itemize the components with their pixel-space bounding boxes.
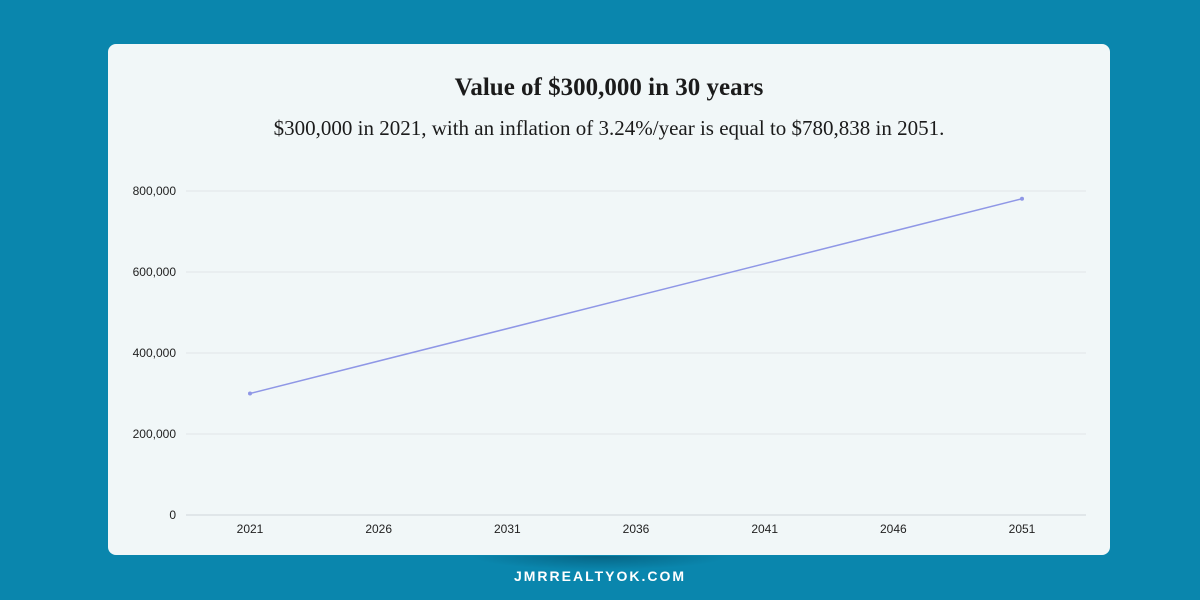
chart-title: Value of $300,000 in 30 years — [454, 74, 764, 101]
x-tick-label: 2036 — [623, 522, 650, 536]
y-tick-label: 0 — [169, 508, 176, 522]
x-tick-label: 2041 — [751, 522, 778, 536]
y-tick-label: 600,000 — [133, 265, 177, 279]
y-tick-label: 200,000 — [133, 427, 177, 441]
footer-shadow — [470, 556, 730, 570]
y-tick-label: 400,000 — [133, 346, 177, 360]
line-chart: 0 200,000 400,000 600,000 800,000 2021 2026 203… — [133, 184, 1086, 536]
data-point — [1020, 196, 1024, 201]
y-tick-label: 800,000 — [133, 184, 177, 198]
x-tick-label: 2031 — [494, 522, 521, 536]
series-line — [249, 198, 1023, 395]
x-tick-label: 2051 — [1009, 522, 1036, 536]
chart-subtitle: $300,000 in 2021, with an inflation of 3… — [273, 116, 945, 140]
footer-site-label: JMRREALTYOK.COM — [513, 568, 687, 584]
x-tick-label: 2046 — [880, 522, 907, 536]
chart-card: Value of $300,000 in 30 years $300,000 i… — [108, 44, 1110, 555]
x-tick-label: 2026 — [365, 522, 392, 536]
x-tick-label: 2021 — [237, 522, 264, 536]
data-point — [248, 391, 252, 396]
